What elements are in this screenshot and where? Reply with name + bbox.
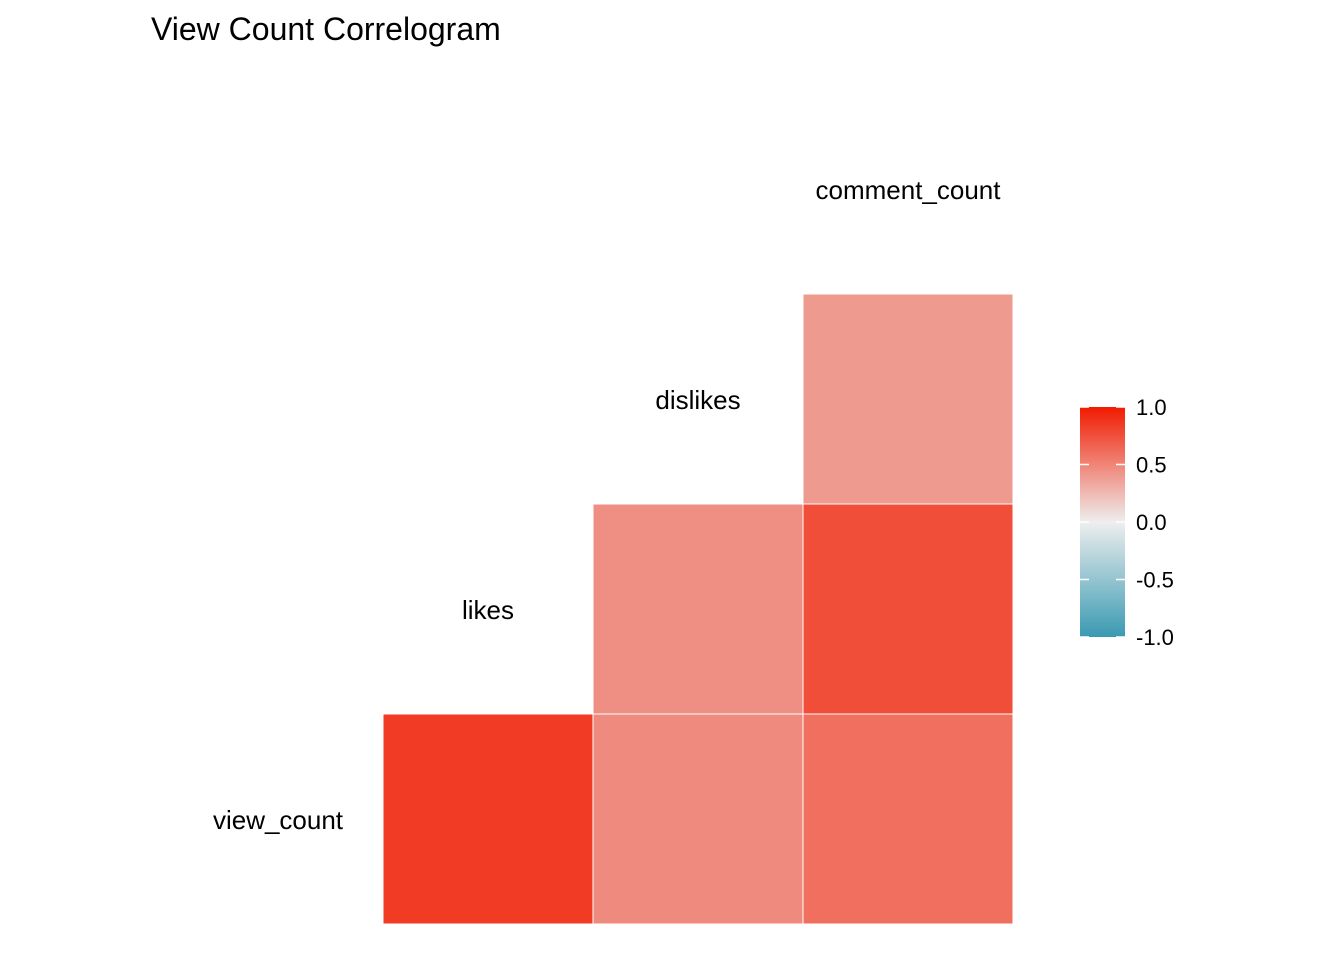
heatmap-cell-view_count-likes xyxy=(383,714,593,924)
heatmap-cell-dislikes-comment_count xyxy=(803,294,1013,504)
legend-tick-label: -0.5 xyxy=(1136,568,1174,593)
variable-labels: view_count likes dislikes comment_count xyxy=(213,175,1001,835)
heatmap-cell-view_count-dislikes xyxy=(593,714,803,924)
heatmap-cell-view_count-comment_count xyxy=(803,714,1013,924)
variable-label-dislikes: dislikes xyxy=(655,385,740,415)
legend-tick-label: 0.0 xyxy=(1136,510,1167,535)
heatmap-cell-likes-dislikes xyxy=(593,504,803,714)
chart-title: View Count Correlogram xyxy=(151,11,501,47)
legend-tick-label: 1.0 xyxy=(1136,395,1167,420)
color-legend: 1.0 0.5 0.0 -0.5 -1.0 xyxy=(1080,395,1174,650)
heatmap-cell-likes-comment_count xyxy=(803,504,1013,714)
legend-tick-label: 0.5 xyxy=(1136,453,1167,478)
variable-label-likes: likes xyxy=(462,595,514,625)
variable-label-comment_count: comment_count xyxy=(816,175,1002,205)
variable-label-view_count: view_count xyxy=(213,805,344,835)
legend-tick-label: -1.0 xyxy=(1136,625,1174,650)
heatmap-cells xyxy=(383,294,1013,924)
